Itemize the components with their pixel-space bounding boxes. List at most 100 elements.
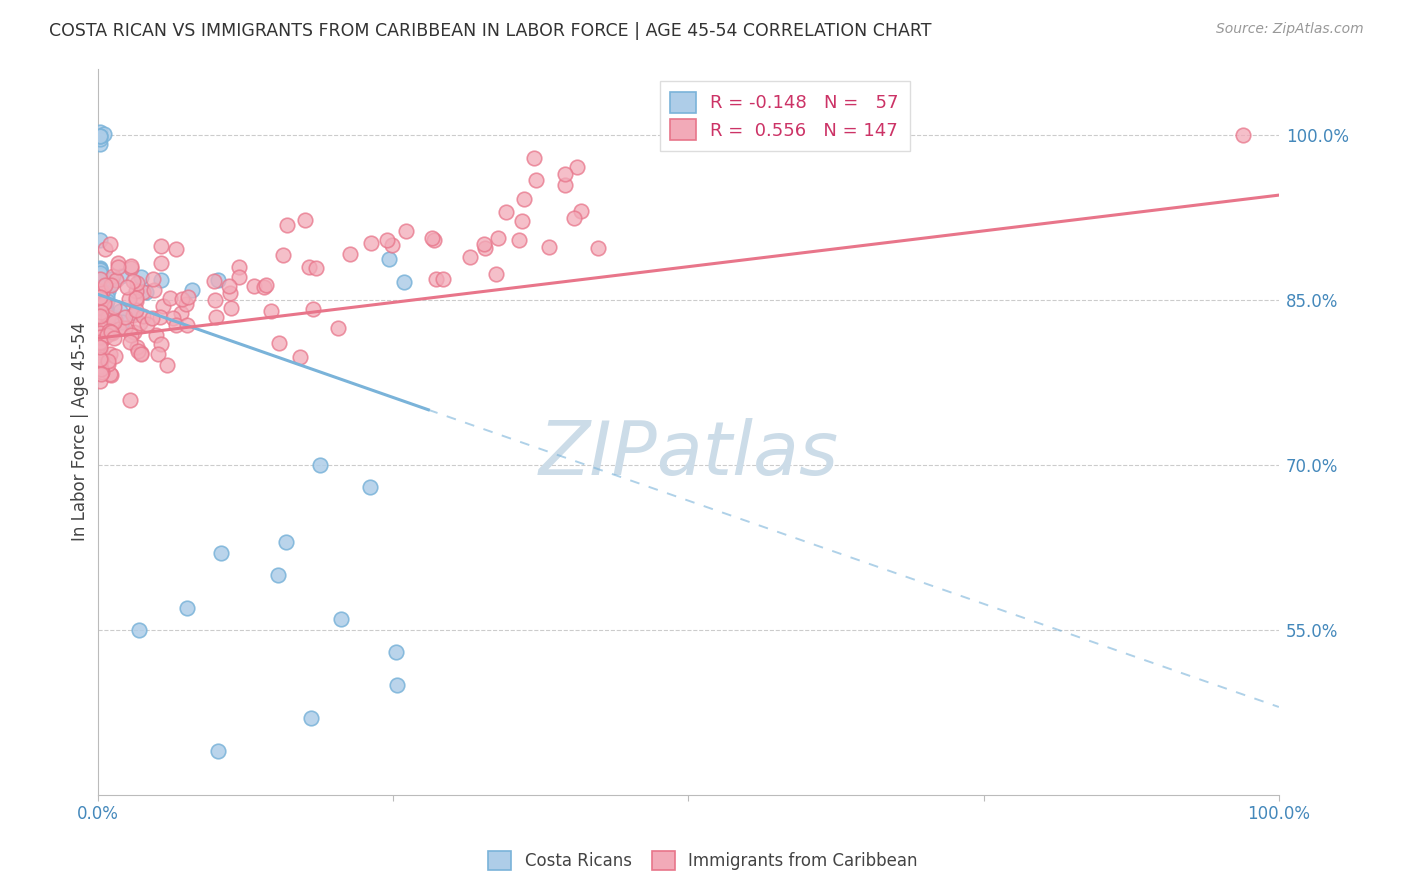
Point (89, 290, 111, 304)
Point (565, 160, 588, 174)
Point (89, 290, 111, 304)
Point (120, 261, 142, 276)
Point (107, 322, 129, 336)
Point (101, 269, 124, 284)
Point (89, 284, 111, 298)
Point (538, 240, 561, 254)
Point (110, 268, 132, 283)
Point (90, 285, 112, 299)
Point (89, 315, 111, 329)
Point (98, 347, 121, 361)
Point (89, 374, 111, 388)
Point (288, 350, 311, 364)
Point (104, 349, 127, 363)
Point (485, 268, 508, 282)
Point (89, 330, 111, 344)
Point (122, 309, 145, 323)
Point (149, 310, 172, 325)
Point (125, 303, 148, 318)
Point (1232, 128, 1254, 142)
Point (508, 233, 530, 247)
Point (150, 337, 173, 351)
Point (146, 347, 169, 361)
Point (89, 334, 111, 349)
Point (89, 129, 111, 144)
Point (142, 272, 165, 286)
Point (94, 296, 117, 310)
Point (129, 346, 152, 360)
Point (170, 306, 193, 320)
Point (143, 283, 166, 297)
Point (89, 260, 111, 275)
Point (89, 306, 111, 320)
Point (176, 601, 198, 615)
Point (89, 278, 111, 293)
Point (486, 231, 509, 245)
Point (89, 336, 111, 351)
Point (326, 320, 349, 334)
Point (101, 326, 124, 340)
Point (90, 301, 112, 316)
Point (98, 236, 121, 251)
Point (89, 299, 111, 313)
Point (100, 272, 122, 286)
Point (394, 224, 416, 238)
Point (149, 272, 172, 286)
Point (89, 136, 111, 151)
Point (118, 292, 141, 306)
Point (384, 645, 406, 659)
Point (107, 256, 129, 270)
Point (165, 318, 187, 333)
Point (474, 241, 496, 255)
Point (90, 320, 112, 334)
Point (359, 480, 381, 494)
Point (103, 300, 125, 314)
Legend: R = -0.148   N =   57, R =  0.556   N = 147: R = -0.148 N = 57, R = 0.556 N = 147 (659, 81, 910, 151)
Point (129, 346, 152, 360)
Point (89, 262, 111, 277)
Point (162, 311, 184, 326)
Point (305, 261, 328, 276)
Point (302, 302, 325, 317)
Point (124, 291, 146, 305)
Point (118, 392, 141, 407)
Point (432, 272, 454, 286)
Point (89, 132, 111, 146)
Point (149, 256, 172, 270)
Point (554, 167, 576, 181)
Point (89, 128, 111, 143)
Point (394, 275, 416, 289)
Point (89, 292, 111, 306)
Point (554, 178, 576, 193)
Point (174, 297, 197, 311)
Point (135, 285, 157, 300)
Point (510, 214, 533, 228)
Point (127, 343, 149, 358)
Point (276, 534, 298, 549)
Point (89, 315, 111, 329)
Point (205, 310, 228, 325)
Point (219, 301, 242, 316)
Point (89, 314, 111, 328)
Point (104, 273, 127, 287)
Point (458, 250, 481, 264)
Point (523, 151, 546, 165)
Point (89, 359, 111, 373)
Point (97, 310, 120, 324)
Point (89, 352, 111, 367)
Point (136, 317, 159, 331)
Point (260, 304, 283, 318)
Point (89, 267, 111, 281)
Point (228, 269, 250, 284)
Point (228, 260, 250, 275)
Point (90, 352, 112, 367)
Point (145, 327, 167, 342)
Point (91, 288, 114, 302)
Point (96, 283, 118, 297)
Point (108, 304, 131, 318)
Point (207, 744, 229, 758)
Point (120, 259, 142, 273)
Point (375, 233, 398, 247)
Point (103, 331, 125, 345)
Point (94, 272, 117, 286)
